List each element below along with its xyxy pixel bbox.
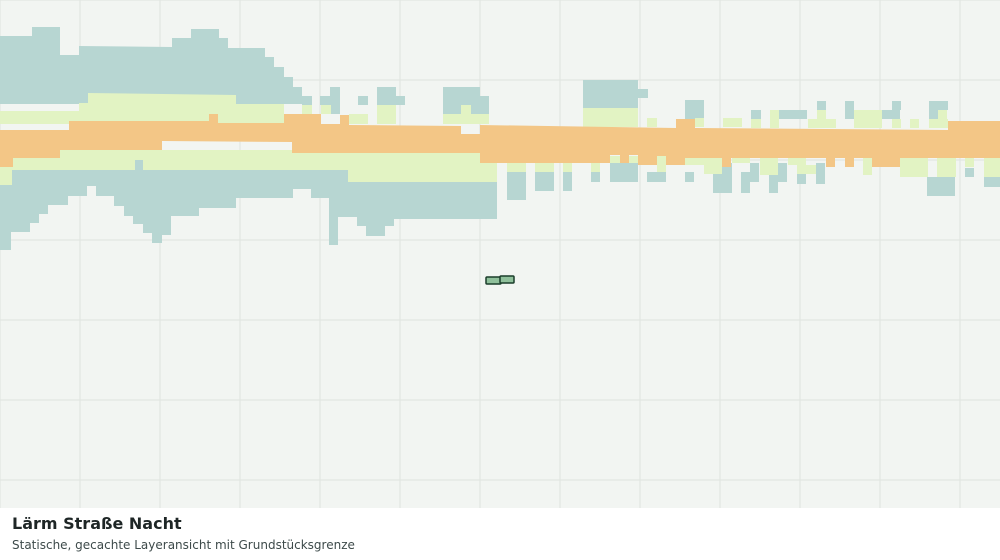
noise-map[interactable] (0, 0, 1000, 508)
map-title: Lärm Straße Nacht (12, 514, 182, 533)
map-subtitle: Statische, gecachte Layeransicht mit Gru… (12, 538, 355, 552)
noise-band-middle (0, 93, 1000, 185)
map-viewport[interactable] (0, 0, 1000, 508)
noise-band-core (0, 114, 1000, 167)
parcel-boundary[interactable] (485, 275, 515, 285)
noise-band-outer (0, 27, 1000, 250)
map-caption: Lärm Straße Nacht Statische, gecachte La… (0, 508, 1000, 560)
